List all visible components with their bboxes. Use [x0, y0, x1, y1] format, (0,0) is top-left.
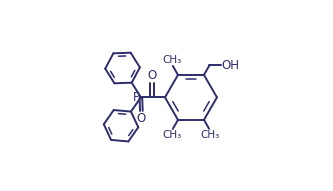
- Text: CH₃: CH₃: [163, 130, 182, 140]
- Text: CH₃: CH₃: [200, 130, 219, 140]
- Text: CH₃: CH₃: [163, 55, 182, 65]
- Text: O: O: [137, 112, 146, 125]
- Text: P: P: [133, 91, 140, 104]
- Text: OH: OH: [221, 59, 239, 72]
- Text: O: O: [147, 69, 157, 82]
